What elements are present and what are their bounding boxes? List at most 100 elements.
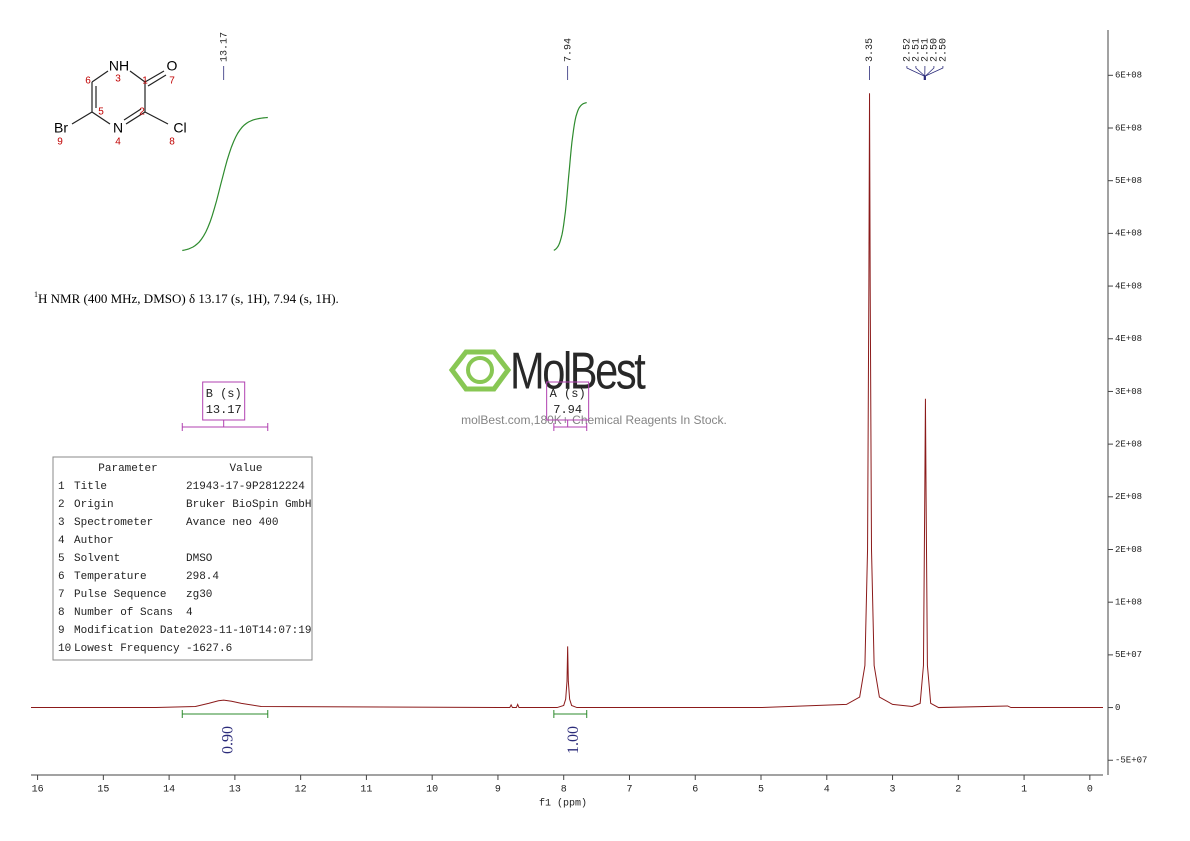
table-cell: 21943-17-9P2812224 (186, 481, 305, 493)
logo-hex (448, 349, 512, 392)
x-tick-label: 10 (426, 785, 438, 796)
y-tick-label: -5E+07 (1115, 756, 1147, 766)
table-cell: Origin (74, 499, 114, 511)
x-tick-label: 4 (824, 785, 830, 796)
y-tick-label: 2E+08 (1115, 545, 1142, 555)
atom-number: 1 (142, 76, 148, 87)
bond (125, 111, 146, 125)
y-tick-label: 4E+08 (1115, 229, 1142, 239)
integral-range (553, 710, 588, 718)
x-axis-label: f1 (ppm) (539, 798, 587, 810)
x-tick-label: 16 (32, 785, 44, 796)
x-tick-label: 7 (626, 785, 632, 796)
peak-label: 2.50 (939, 38, 950, 62)
bond (71, 111, 93, 125)
table-cell: Number of Scans (74, 607, 173, 619)
table-cell: -1627.6 (186, 643, 232, 655)
peak-label: 13.17 (219, 32, 230, 62)
atom-number: 5 (98, 107, 104, 118)
x-tick-label: 15 (97, 785, 109, 796)
x-tick-label: 9 (495, 785, 501, 796)
annotation-text: H NMR (400 MHz, DMSO) δ 13.17 (s, 1H), 7… (38, 291, 339, 306)
bond (147, 74, 167, 87)
x-tick-label: 3 (890, 785, 896, 796)
peak-label: 7.94 (563, 38, 574, 62)
y-tick-label: 2E+08 (1115, 439, 1142, 449)
x-tick-label: 1 (1021, 785, 1027, 796)
y-tick-label: 4E+08 (1115, 281, 1142, 291)
table-cell: Title (74, 481, 107, 493)
y-tick-label: 5E+08 (1115, 176, 1142, 186)
atom-number: 6 (85, 76, 91, 87)
table-cell: 7 (58, 589, 65, 601)
x-tick-label: 11 (360, 785, 372, 796)
integral-curve (553, 102, 587, 251)
peak-label: 2.52 (903, 38, 914, 62)
peak-label: 2.50 (930, 38, 941, 62)
peak-label: 3.35 (865, 38, 876, 62)
table-cell: 4 (186, 607, 193, 619)
table-cell: 4 (58, 535, 65, 547)
y-tick-label: 3E+08 (1115, 387, 1142, 397)
bond (91, 70, 109, 83)
peak-label: 2.51 (912, 38, 923, 62)
table-cell: 5 (58, 553, 65, 565)
atom-number: 9 (57, 137, 63, 148)
atom-number: 4 (115, 137, 121, 148)
table-header: Parameter (98, 463, 157, 475)
x-tick-label: 2 (955, 785, 961, 796)
table-cell: 10 (58, 643, 71, 655)
peak-leader (906, 66, 925, 80)
integral-curve (182, 116, 268, 252)
atom-number: 7 (169, 76, 175, 87)
watermark: MolBest molBest.com,180K+ Chemical Reage… (448, 341, 727, 427)
molecule (71, 70, 169, 125)
table-cell: 8 (58, 607, 65, 619)
y-tick-label: 6E+08 (1115, 71, 1142, 81)
table-cell: 3 (58, 517, 65, 529)
table-cell: 1 (58, 481, 65, 493)
y-tick-label: 2E+08 (1115, 492, 1142, 502)
integral-range (181, 710, 269, 718)
table-header: Value (229, 463, 262, 475)
y-tick-label: 0 (1115, 703, 1120, 713)
table-cell: Author (74, 535, 114, 547)
bond (144, 111, 169, 125)
multiplet-name: B (s) (206, 387, 242, 401)
atom-number: 3 (115, 74, 121, 85)
x-tick-label: 6 (692, 785, 698, 796)
peak-label: 2.51 (921, 38, 932, 62)
y-tick-label: 1E+08 (1115, 598, 1142, 608)
table-cell: 2023-11-10T14:07:19 (186, 625, 311, 637)
y-tick-label: 4E+08 (1115, 334, 1142, 344)
watermark-brand: MolBest (510, 341, 646, 400)
multiplet-name: A (s) (550, 387, 586, 401)
table-cell: Spectrometer (74, 517, 153, 529)
x-tick-label: 5 (758, 785, 764, 796)
parameter-table: Parameter Value 1 Title 21943-17-9P2812224 2 O… (52, 456, 313, 661)
table-cell: Modification Date (74, 625, 186, 637)
peak-leader (925, 66, 944, 80)
integral-label: 0.90 (220, 726, 237, 754)
x-tick-label: 8 (561, 785, 567, 796)
table-cell: Solvent (74, 553, 120, 565)
bond (123, 108, 142, 121)
bond (91, 111, 111, 125)
table-cell: Temperature (74, 571, 147, 583)
x-tick-label: 12 (295, 785, 307, 796)
atom: Br (54, 120, 68, 136)
atom-number: 8 (169, 137, 175, 148)
table-cell: DMSO (186, 553, 213, 565)
y-tick-label: 5E+07 (1115, 650, 1142, 660)
atom: NH (109, 58, 129, 74)
integral-label: 1.00 (565, 726, 582, 754)
atom: O (167, 58, 178, 74)
table-border (52, 456, 313, 661)
y-tick-label: 6E+08 (1115, 123, 1142, 133)
table-cell: Lowest Frequency (74, 643, 180, 655)
x-tick-label: 14 (163, 785, 175, 796)
bond (144, 70, 165, 83)
annotation: 1H NMR (400 MHz, DMSO) δ 13.17 (s, 1H), … (34, 290, 339, 306)
table-cell: zg30 (186, 589, 212, 601)
